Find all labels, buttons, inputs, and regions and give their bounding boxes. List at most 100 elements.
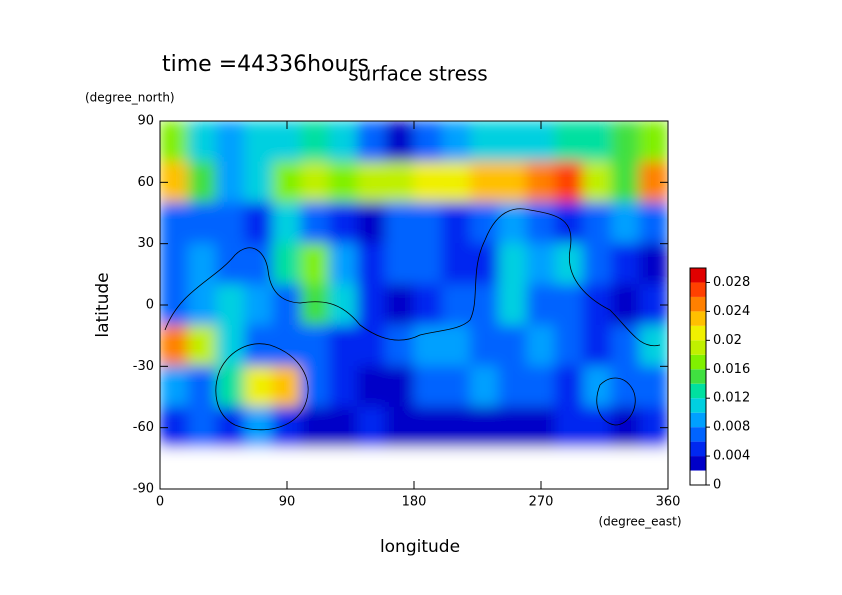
- field-cell: [526, 406, 556, 449]
- colorbar-tick-label: 0.024: [713, 304, 750, 319]
- field-cell: [187, 447, 217, 489]
- field-cell: [498, 365, 528, 408]
- chart-subtitle: surface stress: [348, 62, 487, 86]
- field-cell: [187, 202, 217, 245]
- field-cell: [611, 243, 641, 286]
- colorbar-segment: [690, 383, 706, 399]
- field-cell: [160, 243, 189, 286]
- field-cell: [554, 243, 584, 286]
- field-cell: [272, 243, 302, 286]
- colorbar-tick-label: 0.008: [713, 420, 750, 435]
- field-cell: [554, 365, 584, 408]
- field-cell: [187, 243, 217, 286]
- field-cell: [357, 284, 387, 326]
- field-cell: [385, 284, 415, 326]
- colorbar-segment: [690, 412, 706, 428]
- field-cell: [215, 447, 246, 489]
- field-cell: [244, 243, 274, 286]
- colorbar-segment: [690, 268, 706, 283]
- field-cell: [469, 447, 500, 489]
- field-cell: [441, 284, 471, 326]
- field-cell: [187, 284, 217, 326]
- field-cell: [328, 121, 359, 163]
- field-cell: [300, 324, 330, 367]
- field-cell: [554, 161, 584, 204]
- field-cell: [469, 365, 500, 408]
- field-cell: [554, 121, 584, 163]
- field-cell: [385, 202, 415, 245]
- field-cell: [526, 284, 556, 326]
- field-cell: [160, 202, 189, 245]
- field-cell: [244, 406, 274, 449]
- field-cell: [469, 161, 500, 204]
- field-cell: [611, 447, 641, 489]
- field-cell: [582, 284, 613, 326]
- field-cell: [160, 365, 189, 408]
- field-cell: [300, 406, 330, 449]
- field-cell: [244, 161, 274, 204]
- field-cell: [441, 121, 471, 163]
- field-cell: [611, 202, 641, 245]
- colorbar-segment: [690, 441, 706, 457]
- field-cell: [300, 121, 330, 163]
- chart-title: time =44336hours: [162, 52, 369, 77]
- field-cell: [272, 365, 302, 408]
- field-cell: [582, 406, 613, 449]
- colorbar: [690, 268, 706, 485]
- field-cell: [441, 243, 471, 286]
- y-tick-label: 0: [146, 298, 154, 313]
- field-cell: [498, 324, 528, 367]
- field-cell: [413, 161, 443, 204]
- x-tick-label: 180: [402, 495, 427, 510]
- field-cell: [215, 243, 246, 286]
- x-tick-label: 90: [279, 495, 296, 510]
- field-cell: [385, 365, 415, 408]
- field-cell: [582, 243, 613, 286]
- field-cell: [357, 365, 387, 408]
- field-cell: [441, 447, 471, 489]
- field-cell: [215, 406, 246, 449]
- field-cell: [385, 324, 415, 367]
- colorbar-segment: [690, 398, 706, 413]
- field-cell: [469, 243, 500, 286]
- field-cell: [554, 447, 584, 489]
- field-cell: [385, 406, 415, 449]
- colorbar-segment: [690, 340, 706, 355]
- field-cell: [328, 324, 359, 367]
- field-cell: [300, 161, 330, 204]
- y-tick-label: 90: [137, 114, 154, 129]
- colorbar-tick-label: 0: [713, 478, 721, 493]
- field-cell: [413, 284, 443, 326]
- field-cell: [469, 406, 500, 449]
- field-cell: [413, 243, 443, 286]
- y-unit-label: (degree_north): [85, 91, 175, 105]
- field-cell: [526, 202, 556, 245]
- y-tick-label: 30: [137, 236, 154, 251]
- field-cell: [385, 121, 415, 163]
- field-cell: [639, 202, 668, 245]
- field-cell: [385, 447, 415, 489]
- field-cell: [300, 243, 330, 286]
- field-cell: [244, 324, 274, 367]
- field-cell: [328, 202, 359, 245]
- field-cell: [582, 324, 613, 367]
- field-cell: [244, 202, 274, 245]
- field-cell: [300, 365, 330, 408]
- field-cell: [582, 447, 613, 489]
- field-cell: [215, 324, 246, 367]
- field-cell: [357, 121, 387, 163]
- colorbar-tick-label: 0.02: [713, 333, 742, 348]
- field-cell: [554, 324, 584, 367]
- field-cell: [328, 406, 359, 449]
- field-cell: [441, 365, 471, 408]
- coastlines: [164, 208, 661, 431]
- field-cell: [413, 202, 443, 245]
- field-cell: [357, 324, 387, 367]
- field-cell: [611, 161, 641, 204]
- colorbar-segment: [690, 296, 706, 312]
- field-cell: [611, 284, 641, 326]
- field-cell: [441, 161, 471, 204]
- field-cell: [469, 324, 500, 367]
- field-cell: [469, 121, 500, 163]
